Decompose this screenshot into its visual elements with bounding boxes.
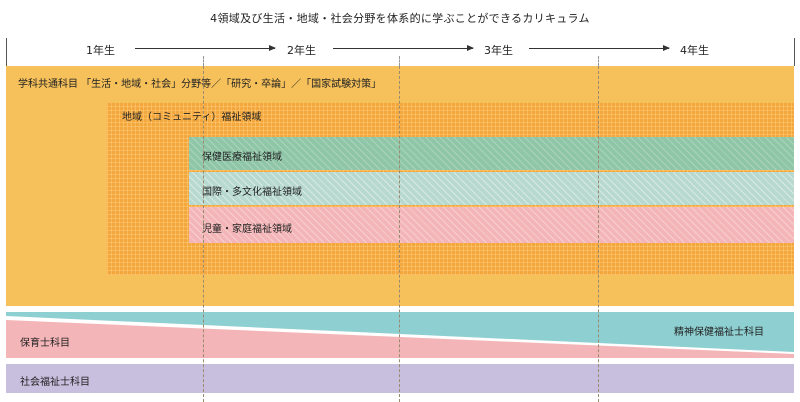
social-worker-label: 社会福祉士科目 bbox=[20, 377, 90, 388]
year-divider-line bbox=[203, 66, 204, 402]
year-divider-top bbox=[399, 56, 400, 66]
right-boundary-line bbox=[794, 38, 795, 66]
year-2-label: 2年生 bbox=[287, 44, 316, 57]
year-divider-line bbox=[598, 66, 599, 402]
child-family-welfare-label: 児童・家庭福祉領域 bbox=[202, 224, 292, 235]
year-1-label: 1年生 bbox=[86, 44, 115, 57]
health-welfare-band bbox=[189, 137, 794, 170]
health-welfare-label: 保健医療福祉領域 bbox=[202, 152, 282, 163]
year-3-label: 3年生 bbox=[484, 44, 513, 57]
social-worker-band bbox=[6, 364, 794, 393]
year-divider-line bbox=[399, 66, 400, 402]
common-subjects-label: 学科共通科目 「生活・地域・社会」分野等／「研究・卒論」／「国家試験対策」 bbox=[18, 79, 382, 90]
international-welfare-band bbox=[189, 172, 794, 205]
left-boundary-line bbox=[6, 38, 7, 66]
year-1-arrow bbox=[135, 45, 276, 51]
psych-label: 精神保健福祉士科目 bbox=[674, 327, 764, 338]
year-2-arrow bbox=[333, 45, 474, 51]
diagram-title: 4領域及び生活・地域・社会分野を体系的に学ぶことができるカリキュラム bbox=[210, 12, 590, 25]
year-4-label: 4年生 bbox=[680, 44, 709, 57]
year-3-arrow bbox=[529, 45, 670, 51]
community-welfare-label: 地域（コミュニティ）福祉領域 bbox=[122, 112, 262, 123]
year-divider-top bbox=[598, 56, 599, 66]
childcare-label: 保育士科目 bbox=[20, 338, 70, 349]
year-divider-top bbox=[203, 56, 204, 66]
international-welfare-label: 国際・多文化福祉領域 bbox=[202, 187, 302, 198]
child-family-welfare-band bbox=[189, 207, 794, 243]
